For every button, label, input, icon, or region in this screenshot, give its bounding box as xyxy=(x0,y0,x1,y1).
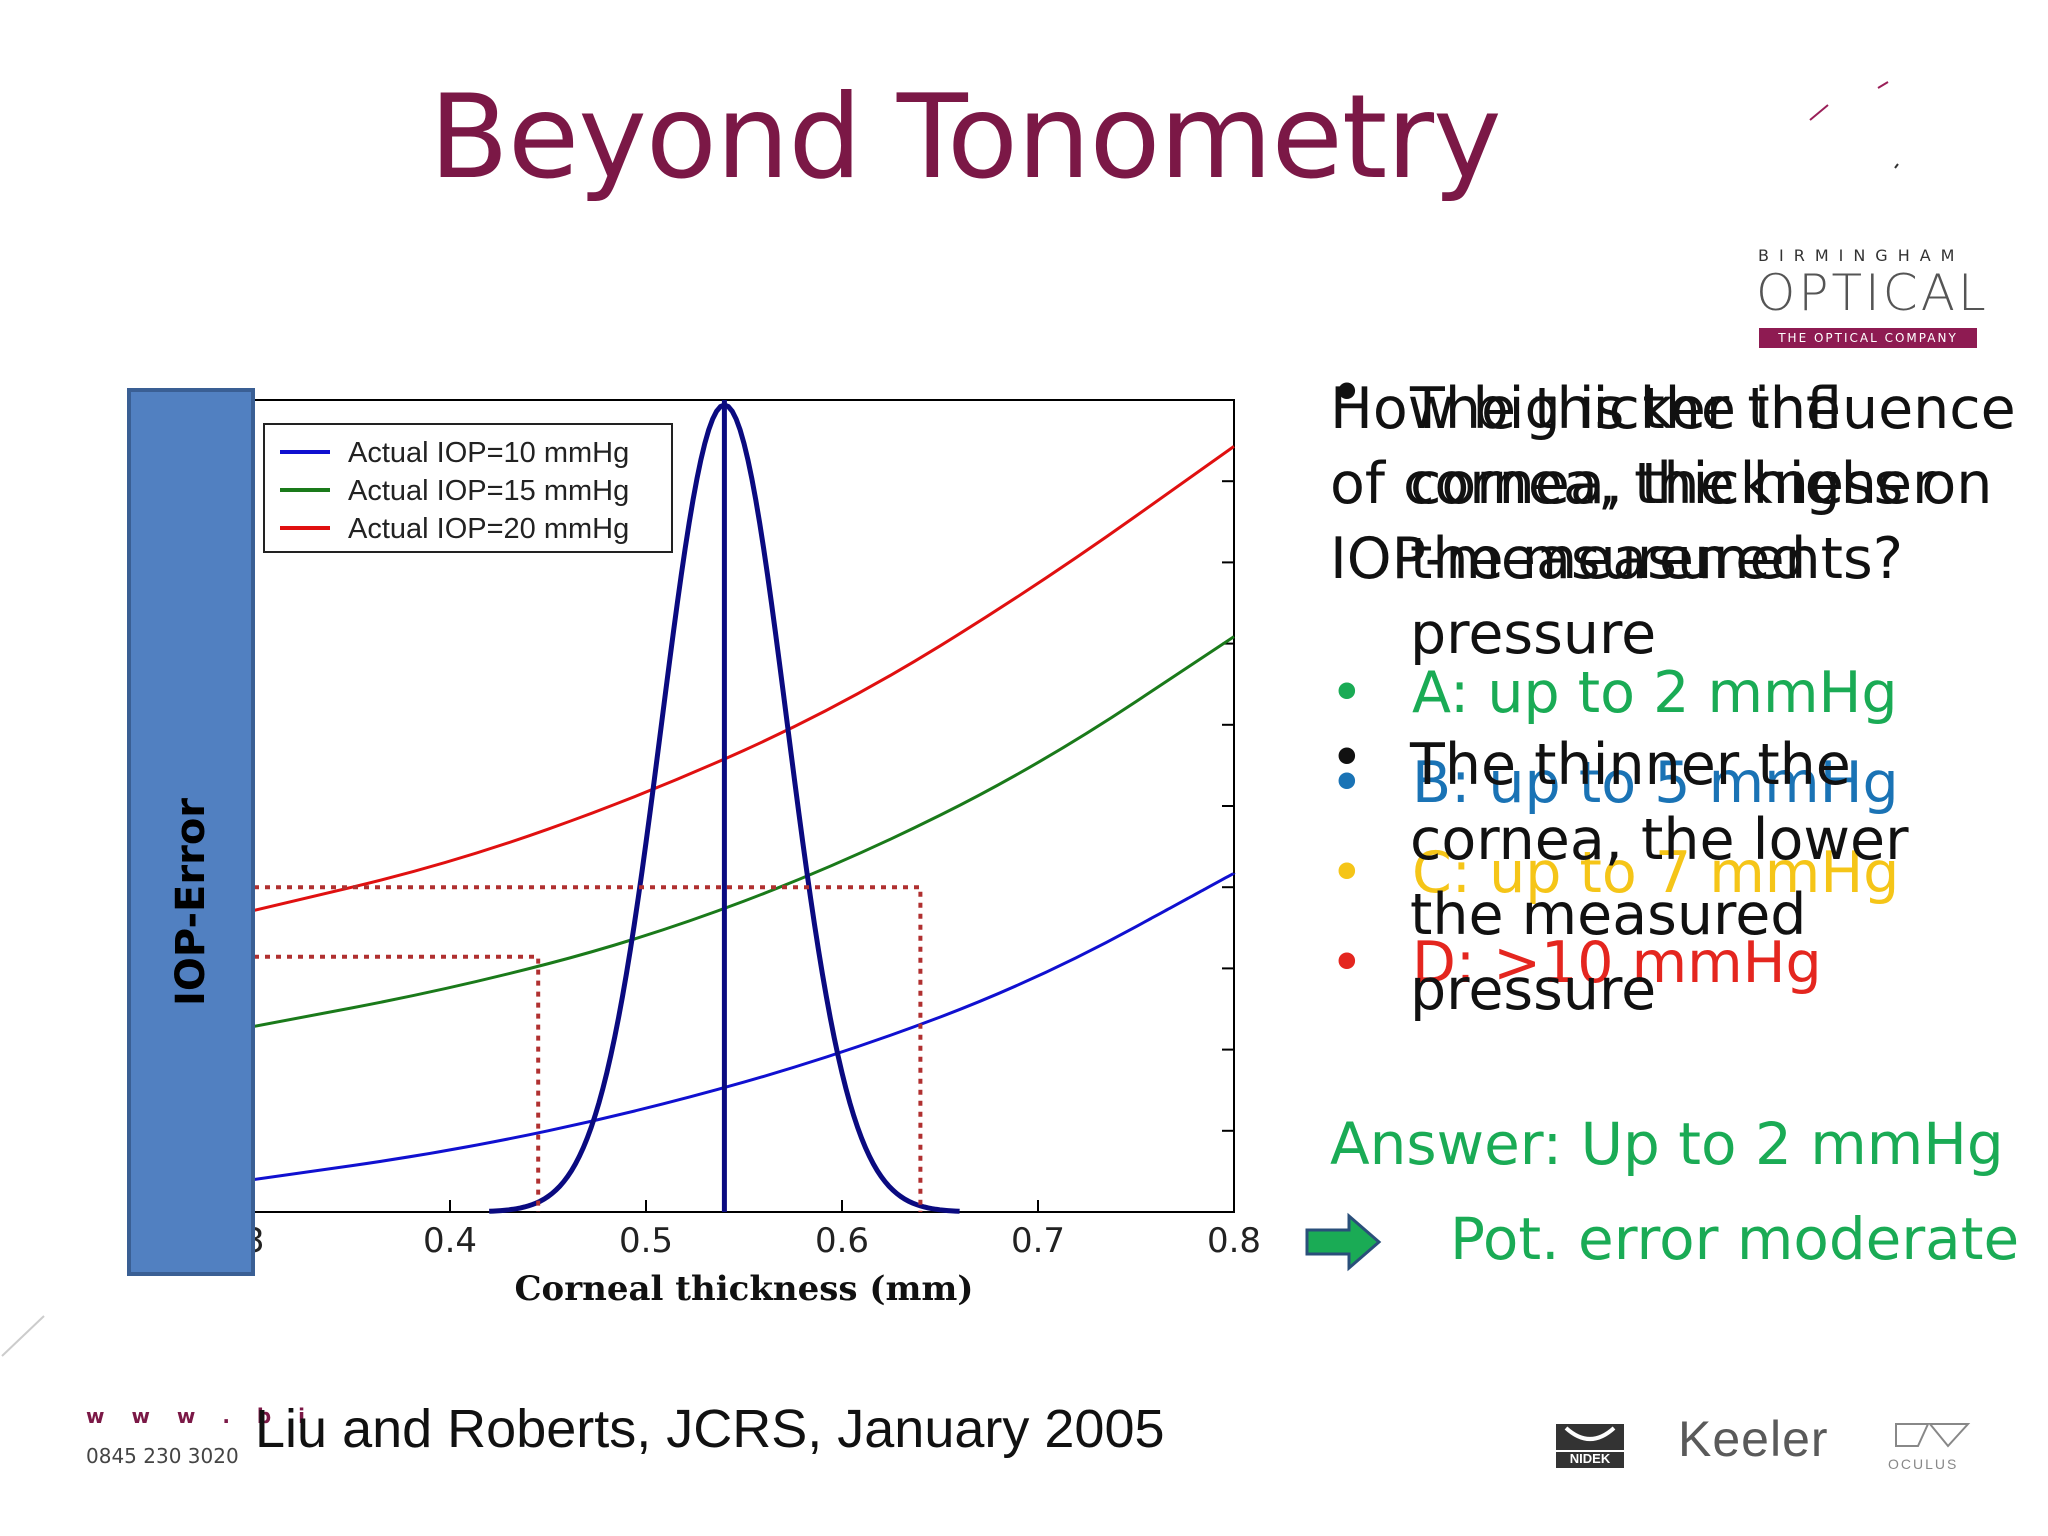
x-axis-label: Corneal thickness (mm) xyxy=(515,1269,974,1309)
option-bullet-icon: • xyxy=(1330,750,1364,816)
overlay-line: The thicker the xyxy=(1410,376,1841,442)
footer-phone: 0845 230 3020 xyxy=(86,1444,239,1468)
bullet-dot-icon: • xyxy=(1330,360,1364,426)
question-line: of cornea, thickness on xyxy=(1330,451,1993,517)
citation: Liu and Roberts, JCRS, January 2005 xyxy=(255,1399,1165,1459)
overlay-line: cornea, the lower xyxy=(1410,807,1909,873)
series-line xyxy=(253,635,1235,1028)
option-c: C: up to 7 mmHg xyxy=(1412,840,1900,906)
conclusion-text: Pot. error moderate xyxy=(1450,1205,2020,1273)
overlay-statement-thicker: The thicker the cornea, the higher the m… xyxy=(1410,372,1935,672)
logo-tagline: THE OPTICAL COMPANY xyxy=(1759,328,1977,348)
legend-label: Actual IOP=20 mmHg xyxy=(348,513,629,545)
overlay-line: cornea, the higher xyxy=(1410,451,1936,517)
nidek-logo-icon xyxy=(1556,1424,1624,1468)
x-tick-label: 0.8 xyxy=(1207,1221,1261,1261)
footer-website: w w w . b i xyxy=(86,1404,316,1428)
option-bullet-icon: • xyxy=(1330,660,1364,726)
option-b: B: up to 5 mmHg xyxy=(1412,750,1899,816)
y-axis-label-panel xyxy=(127,388,255,1276)
overlay-statement-thinner: The thinner the cornea, the lower the me… xyxy=(1410,728,1909,1028)
legend-label: Actual IOP=10 mmHg xyxy=(348,437,629,469)
x-tick-label: 0.4 xyxy=(423,1221,477,1261)
reference-dashed-line xyxy=(254,954,541,1212)
x-tick-label: 0.7 xyxy=(1011,1221,1065,1261)
overlay-line: the measured xyxy=(1410,526,1807,592)
oculus-logo: OCULUS xyxy=(1888,1420,1978,1472)
series-line xyxy=(253,871,1235,1182)
question-line: IOP-measurements? xyxy=(1330,526,1903,592)
y-axis-label: IOP-Error xyxy=(168,798,214,1006)
reference-dashed-line xyxy=(254,885,923,1212)
logo-optical-text: OPTICAL xyxy=(1756,264,1989,322)
logo-birmingham-text: BIRMINGHAM xyxy=(1758,246,1965,265)
question-text: How big is the influence of cornea, thic… xyxy=(1330,372,2016,597)
series-line xyxy=(253,445,1235,912)
decorative-swoosh-icon xyxy=(1,1315,45,1357)
bullet-dot-icon: • xyxy=(1330,725,1364,791)
nidek-logo: NIDEK xyxy=(1552,1420,1628,1474)
oculus-logo-icon xyxy=(1895,1423,1971,1448)
x-tick-label: 0.6 xyxy=(815,1221,869,1261)
overlay-line: The thinner the xyxy=(1410,732,1851,798)
nidek-label: NIDEK xyxy=(1569,1451,1611,1466)
slide-title: Beyond Tonometry xyxy=(429,70,1501,205)
overlay-line: pressure xyxy=(1410,601,1657,667)
keeler-logo: Keeler xyxy=(1678,1411,1829,1467)
overlay-line: the measured xyxy=(1410,882,1807,948)
oculus-label: OCULUS xyxy=(1888,1456,1959,1472)
legend-box xyxy=(263,423,673,553)
question-line: How big is the influence xyxy=(1330,376,2016,442)
option-a: A: up to 2 mmHg xyxy=(1412,660,1898,726)
option-bullet-icon: • xyxy=(1330,930,1364,996)
overlay-line: pressure xyxy=(1410,957,1657,1023)
decorative-swoosh-icon xyxy=(1809,81,1899,169)
option-d: D: >10 mmHg xyxy=(1412,930,1822,996)
legend-label: Actual IOP=15 mmHg xyxy=(348,475,629,507)
right-arrow-icon xyxy=(1305,1212,1382,1272)
option-bullet-icon: • xyxy=(1330,840,1364,906)
x-tick-label: 0.5 xyxy=(619,1221,673,1261)
answer-text: Answer: Up to 2 mmHg xyxy=(1330,1110,2004,1178)
